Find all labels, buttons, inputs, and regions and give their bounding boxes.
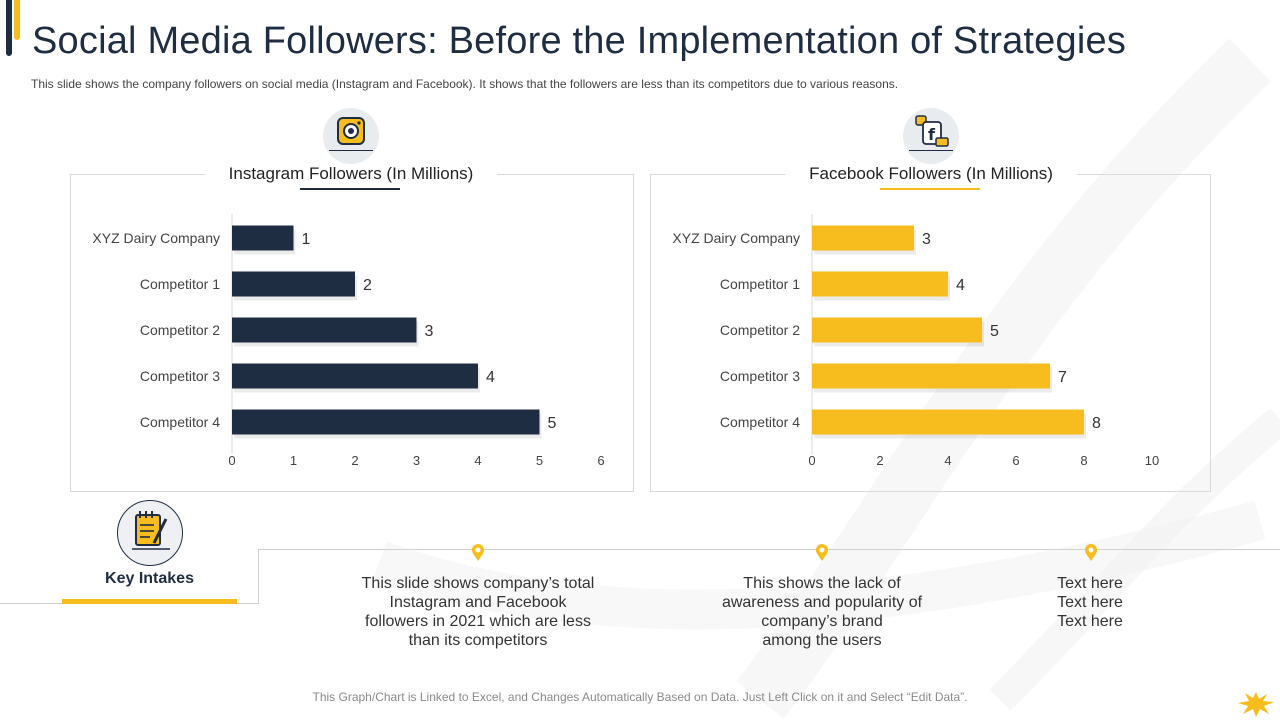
facebook-icon: f — [915, 115, 949, 147]
x-tick-label: 2 — [351, 453, 358, 468]
bar — [232, 271, 355, 297]
x-tick-label: 4 — [944, 453, 951, 468]
category-label: XYZ Dairy Company — [92, 230, 220, 246]
facebook-bar-chart: XYZ Dairy Company 3 Competitor 1 4 Competito… — [672, 214, 1159, 468]
facebook-title-underline — [880, 188, 980, 190]
instagram-title-underline — [300, 188, 400, 190]
category-label: Competitor 3 — [140, 368, 220, 384]
notepad-icon — [132, 511, 170, 550]
data-label: 4 — [956, 277, 965, 294]
bar — [812, 271, 948, 297]
icon-baseline — [909, 150, 953, 151]
divider-line — [258, 549, 259, 604]
x-tick-label: 3 — [413, 453, 420, 468]
facebook-chart-title: Facebook Followers (In Millions) — [785, 164, 1077, 188]
takeaway-line: This shows the lack of — [743, 575, 901, 592]
category-label: Competitor 2 — [140, 322, 220, 338]
takeaway-line: than its competitors — [408, 632, 548, 649]
data-label: 1 — [302, 231, 311, 248]
title-accent-bar-dark — [6, 0, 12, 56]
data-label: 7 — [1058, 369, 1067, 386]
facebook-icon-badge: f — [903, 108, 959, 164]
data-label: 4 — [486, 369, 495, 386]
takeaway-line: Instagram and Facebook — [389, 594, 567, 611]
x-tick-label: 6 — [1012, 453, 1019, 468]
title-accent-bar-yellow — [14, 0, 20, 40]
bar — [812, 317, 982, 343]
takeaway-line: Text here — [1057, 575, 1123, 592]
bar — [232, 363, 478, 389]
x-tick-label: 2 — [876, 453, 883, 468]
location-pin-icon — [472, 544, 484, 561]
takeaway-1: This slide shows company’s total Instagr… — [338, 574, 618, 650]
instagram-bar-chart: XYZ Dairy Company 1 Competitor 1 2 Competito… — [92, 214, 605, 468]
bar — [232, 409, 540, 435]
data-label: 8 — [1092, 415, 1101, 432]
x-tick-label: 10 — [1145, 453, 1159, 468]
instagram-chart-title: Instagram Followers (In Millions) — [205, 164, 497, 188]
takeaway-2: This shows the lack of awareness and pop… — [692, 574, 952, 650]
key-intakes-icon-badge — [117, 500, 183, 566]
x-tick-label: 0 — [808, 453, 815, 468]
takeaway-line: Text here — [1057, 613, 1123, 630]
data-label: 3 — [922, 231, 931, 248]
footer-note: This Graph/Chart is Linked to Excel, and… — [312, 690, 968, 704]
takeaway-line: Text here — [1057, 594, 1123, 611]
data-label: 3 — [425, 323, 434, 340]
x-tick-label: 6 — [597, 453, 604, 468]
svg-text:f: f — [928, 125, 936, 144]
key-intakes-label: Key Intakes — [105, 570, 194, 587]
bar — [812, 409, 1084, 435]
key-intakes-underline — [62, 599, 237, 604]
location-pin-icon — [1085, 544, 1097, 561]
takeaway-line: among the users — [762, 632, 882, 649]
category-label: Competitor 1 — [140, 276, 220, 292]
instagram-icon-badge — [323, 108, 379, 164]
category-label: Competitor 4 — [720, 414, 800, 430]
x-tick-label: 5 — [536, 453, 543, 468]
location-pin-icon — [816, 544, 828, 561]
x-tick-label: 8 — [1080, 453, 1087, 468]
data-label: 5 — [548, 415, 557, 432]
takeaway-line: This slide shows company’s total — [361, 575, 595, 592]
page-subtitle: This slide shows the company followers o… — [31, 77, 899, 91]
bar — [812, 363, 1050, 389]
category-label: Competitor 2 — [720, 322, 800, 338]
takeaway-3: Text here Text here Text here — [1020, 574, 1160, 631]
x-tick-label: 4 — [474, 453, 481, 468]
bar — [232, 317, 417, 343]
icon-baseline — [329, 150, 373, 151]
takeaway-line: awareness and popularity of — [721, 594, 923, 611]
bar — [812, 225, 914, 251]
category-label: Competitor 4 — [140, 414, 220, 430]
x-tick-label: 0 — [228, 453, 235, 468]
page-title: Social Media Followers: Before the Imple… — [32, 20, 1127, 62]
divider-line — [258, 549, 1280, 550]
data-label: 2 — [363, 277, 372, 294]
category-label: XYZ Dairy Company — [672, 230, 800, 246]
category-label: Competitor 3 — [720, 368, 800, 384]
category-label: Competitor 1 — [720, 276, 800, 292]
takeaway-line: company’s brand — [761, 613, 883, 630]
bar — [232, 225, 294, 251]
takeaway-line: followers in 2021 which are less — [365, 613, 591, 630]
instagram-icon — [337, 117, 365, 145]
data-label: 5 — [990, 323, 999, 340]
x-tick-label: 1 — [290, 453, 297, 468]
splat-logo-icon — [1238, 692, 1274, 717]
